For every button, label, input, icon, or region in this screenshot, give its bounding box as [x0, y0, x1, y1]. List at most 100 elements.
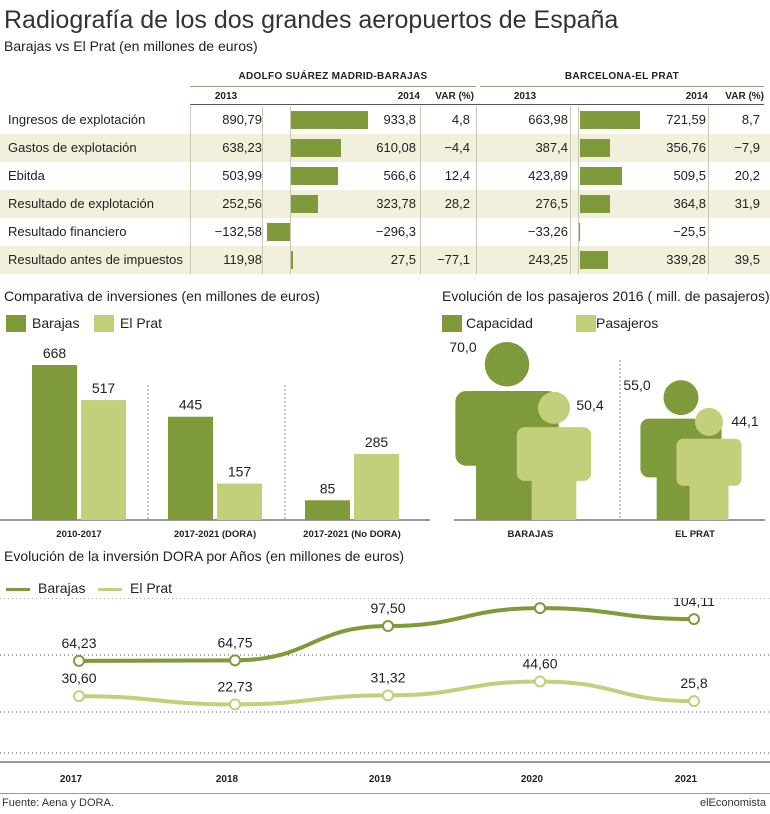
row-label: Resultado antes de impuestos: [8, 252, 183, 267]
capacity-value-label: 55,0: [623, 377, 650, 393]
legend-label-elprat: El Prat: [120, 315, 163, 331]
column-divider: [708, 106, 709, 274]
table-row: Ingresos de explotación 890,79 933,8 4,8 663…: [0, 106, 770, 134]
column-divider: [476, 106, 477, 274]
barcelona-2014-bar: [580, 139, 610, 157]
line-point-label: 31,32: [370, 669, 405, 685]
barcelona-2014-bar: [580, 167, 623, 185]
header-var-madrid: VAR (%): [435, 91, 474, 102]
column-divider: [578, 106, 579, 274]
passengers-category-label: BARAJAS: [508, 529, 554, 540]
madrid-2014-value: 566,6: [383, 168, 416, 183]
investment-bar-label: 445: [179, 397, 203, 413]
passengers-pictogram-chart: 70,0 50,4 BARAJAS 55,0 44,1 EL PRAT: [449, 339, 765, 540]
investment-bar-chart: 668 517 2010-2017 445 157 2017-2021 (DORA) 85 2…: [0, 345, 430, 540]
barcelona-2014-bar: [580, 195, 611, 213]
line-point-label: 64,23: [61, 635, 96, 651]
header-underline: [190, 104, 764, 105]
madrid-2013-value: 252,56: [222, 196, 262, 211]
investment-bar-label: 157: [228, 464, 252, 480]
legend-label-dora-barajas: Barajas: [38, 580, 86, 596]
legend-swatch-pasajeros: [576, 315, 596, 332]
madrid-2014-value: 27,5: [390, 252, 416, 267]
footer-rule: [0, 793, 770, 794]
line-point-label: 22,73: [217, 678, 252, 694]
barcelona-2014-bar: [580, 111, 640, 129]
capacity-value-label: 70,0: [449, 339, 476, 355]
legend-label-dora-elprat: El Prat: [130, 580, 173, 596]
madrid-2014-value: 323,78: [376, 196, 416, 211]
madrid-2014-bar: [291, 167, 338, 185]
barcelona-2013-value: 243,25: [528, 252, 568, 267]
investment-bar: [81, 400, 126, 520]
line-point: [688, 695, 700, 708]
barcelona-2013-value: 387,4: [535, 140, 568, 155]
row-label: Resultado financiero: [8, 224, 127, 239]
header-2013-barcelona: 2013: [513, 91, 537, 102]
group-title-madrid: ADOLFO SUÁREZ MADRID-BARAJAS: [238, 71, 428, 82]
madrid-var-value: −77,1: [437, 252, 470, 267]
madrid-2014-bar: [291, 111, 368, 129]
investment-bar-label: 668: [43, 345, 67, 361]
line-point: [382, 620, 394, 633]
madrid-var-value: 4,8: [451, 112, 470, 127]
madrid-2014-value: 610,08: [376, 140, 416, 155]
barcelona-2014-value: 356,76: [666, 140, 706, 155]
line-point-label: 25,8: [680, 675, 707, 691]
column-divider: [420, 106, 421, 274]
barcelona-2014-value: 721,59: [666, 112, 706, 127]
barcelona-var-value: [710, 218, 760, 246]
dora-line-chart: 64,2364,7597,50114,58104,1130,6022,7331,…: [0, 598, 770, 785]
row-label: Ebitda: [8, 168, 45, 183]
line-x-tick-label: 2019: [369, 774, 392, 785]
line-point: [73, 654, 85, 667]
line-point: [229, 698, 241, 711]
investment-bar-label: 517: [92, 380, 116, 396]
madrid-var-value: 12,4: [444, 168, 470, 183]
madrid-2014-bar: [291, 139, 342, 157]
dora-chart-title: Evolución de la inversión DORA por Años …: [4, 548, 404, 564]
barcelona-2013-value: 423,89: [528, 168, 568, 183]
row-label: Gastos de explotación: [8, 140, 137, 155]
barcelona-2014-value: 339,28: [666, 252, 706, 267]
legend-label-capacidad: Capacidad: [466, 315, 533, 331]
passengers-person-icon: [516, 391, 592, 520]
investment-bar: [354, 453, 399, 520]
group-title-barcelona: BARCELONA-EL PRAT: [564, 71, 680, 82]
investment-category-label: 2010-2017: [56, 529, 101, 540]
investment-bar: [305, 500, 350, 520]
madrid-2013-value: 503,99: [222, 168, 262, 183]
investment-category-label: 2017-2021 (No DORA): [303, 529, 401, 540]
line-point: [382, 689, 394, 702]
table-row: Resultado financiero −132,58 −296,3 −33,26 −…: [0, 218, 770, 246]
barcelona-2014-value: 509,5: [673, 168, 706, 183]
madrid-2014-value: 933,8: [383, 112, 416, 127]
barcelona-2014-value: −25,5: [673, 224, 706, 239]
investment-chart-title: Comparativa de inversiones (en millones …: [4, 288, 320, 304]
madrid-2013-value: 890,79: [222, 112, 262, 127]
madrid-2014-value: −296,3: [375, 224, 416, 239]
legend-line-elprat: [98, 588, 122, 591]
header-var-barcelona: VAR (%): [725, 91, 764, 102]
barcelona-var-value: −7,9: [734, 140, 760, 155]
madrid-2013-value: 638,23: [222, 140, 262, 155]
legend-label-pasajeros: Pasajeros: [596, 315, 659, 331]
madrid-2014-bar: [266, 223, 291, 241]
line-point-label: 30,60: [61, 670, 96, 686]
line-x-tick-label: 2017: [60, 774, 83, 785]
investment-bar: [32, 365, 77, 520]
line-point-label: 104,11: [673, 598, 715, 609]
group-underline-barcelona: [480, 86, 764, 87]
barcelona-2013-value: 276,5: [535, 196, 568, 211]
madrid-var-value: −4,4: [444, 140, 470, 155]
column-divider: [190, 106, 191, 274]
line-x-tick-label: 2020: [521, 774, 544, 785]
page-title: Radiografía de los dos grandes aeropuert…: [4, 6, 619, 34]
line-point: [229, 654, 241, 667]
barcelona-var-value: 8,7: [741, 112, 760, 127]
legend-line-barajas: [6, 588, 30, 591]
line-point: [534, 675, 546, 688]
column-divider: [290, 106, 291, 274]
passengers-person-icon: [676, 407, 742, 520]
barcelona-var-value: 20,2: [734, 168, 760, 183]
